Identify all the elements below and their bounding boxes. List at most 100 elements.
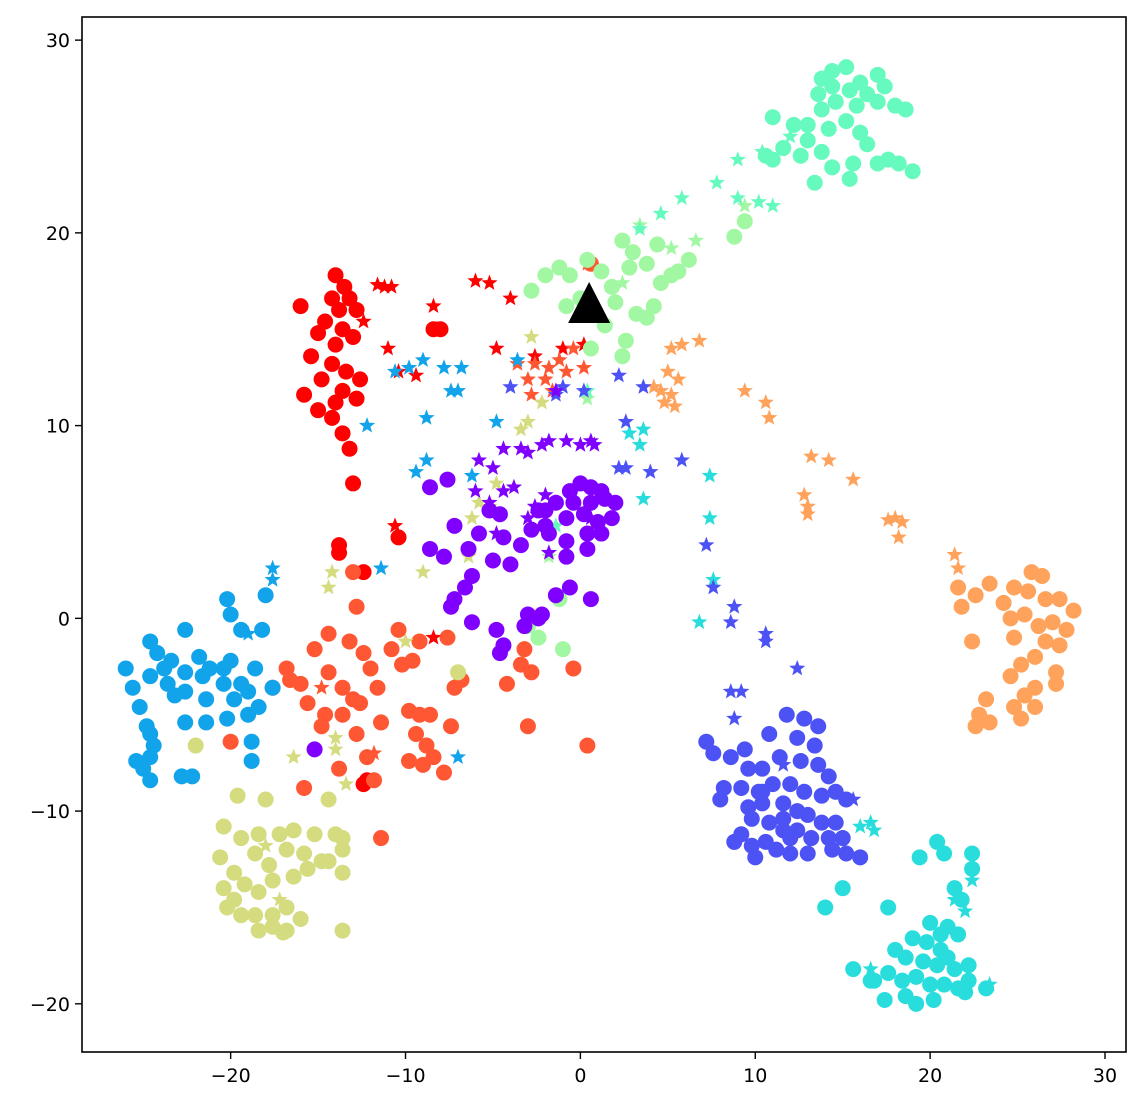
- scatter-point-star: [407, 366, 425, 383]
- scatter-point-circle: [341, 290, 358, 307]
- scatter-point-star: [526, 347, 544, 364]
- scatter-point-circle: [824, 159, 841, 176]
- scatter-point-circle: [558, 548, 575, 565]
- scatter-point-circle: [785, 116, 802, 133]
- scatter-point-circle: [705, 745, 722, 762]
- scatter-point-circle: [1016, 687, 1033, 704]
- scatter-point-circle: [743, 810, 760, 827]
- scatter-point-circle: [607, 294, 624, 311]
- scatter-point-star: [614, 274, 631, 290]
- scatter-point-circle: [331, 760, 348, 777]
- scatter-point-circle: [222, 652, 239, 669]
- scatter-point-circle: [960, 957, 977, 974]
- scatter-point-star: [845, 791, 862, 807]
- scatter-point-circle: [422, 706, 438, 723]
- scatter-point-star: [488, 340, 505, 356]
- scatter-point-circle: [366, 772, 383, 789]
- scatter-point-circle: [981, 714, 998, 731]
- scatter-point-circle: [439, 629, 456, 646]
- scatter-point-circle: [796, 710, 813, 727]
- scatter-point-circle: [1058, 621, 1075, 638]
- scatter-point-circle: [561, 267, 578, 284]
- scatter-point-star: [495, 482, 512, 499]
- scatter-point-circle: [957, 984, 974, 1001]
- scatter-point-star: [796, 486, 813, 502]
- scatter-point-circle: [617, 332, 634, 349]
- scatter-point-circle: [463, 614, 480, 631]
- scatter-point-circle: [754, 795, 771, 812]
- y-tick-label: 30: [46, 30, 70, 52]
- scatter-point-circle: [1027, 648, 1044, 665]
- scatter-point-circle: [593, 525, 610, 542]
- scatter-point-circle: [222, 733, 239, 750]
- scatter-point-star: [453, 359, 470, 375]
- scatter-point-circle: [880, 964, 897, 981]
- scatter-point-circle: [579, 525, 596, 542]
- scatter-point-star: [887, 509, 904, 525]
- scatter-point-star: [775, 756, 792, 772]
- scatter-point-star: [526, 498, 544, 514]
- scatter-point-circle: [254, 621, 271, 638]
- scatter-point-circle: [1002, 610, 1019, 627]
- scatter-point-circle: [240, 683, 257, 700]
- scatter-point-star: [852, 818, 869, 834]
- scatter-point-circle: [401, 752, 418, 769]
- scatter-point-circle: [754, 783, 771, 800]
- scatter-point-circle: [449, 664, 466, 681]
- scatter-point-circle: [187, 737, 204, 754]
- scatter-point-circle: [789, 729, 806, 746]
- scatter-point-circle: [341, 633, 358, 650]
- scatter-point-star: [537, 486, 554, 502]
- scatter-point-circle: [582, 340, 599, 357]
- scatter-point-circle: [792, 147, 809, 164]
- scatter-point-circle: [334, 864, 351, 881]
- points-layer: [117, 59, 1082, 1012]
- scatter-point-circle: [848, 97, 865, 114]
- scatter-point-star: [547, 382, 564, 398]
- scatter-point-circle: [932, 926, 949, 943]
- scatter-point-circle: [229, 787, 246, 804]
- scatter-point-star: [425, 297, 442, 313]
- scatter-point-circle: [554, 641, 571, 658]
- scatter-point-circle: [317, 706, 334, 723]
- scatter-point-circle: [799, 116, 816, 133]
- scatter-point-circle: [240, 706, 257, 723]
- scatter-point-circle: [348, 598, 365, 615]
- scatter-point-circle: [219, 710, 236, 727]
- scatter-point-star: [425, 629, 442, 645]
- scatter-point-circle: [460, 540, 477, 557]
- scatter-point-circle: [624, 244, 641, 261]
- scatter-point-circle: [418, 737, 435, 754]
- scatter-point-circle: [320, 664, 337, 681]
- scatter-point-circle: [967, 718, 984, 735]
- scatter-point-circle: [219, 899, 236, 916]
- scatter-point-circle: [530, 610, 547, 627]
- x-axis: −20 −10 0 10 20 30: [211, 1052, 1117, 1087]
- scatter-point-circle: [142, 633, 159, 650]
- scatter-point-star: [369, 276, 386, 292]
- scatter-point-star: [617, 413, 634, 429]
- scatter-point-circle: [345, 691, 362, 708]
- scatter-point-circle: [247, 907, 264, 924]
- scatter-point-circle: [502, 556, 519, 573]
- scatter-point-circle: [946, 961, 963, 978]
- scatter-point-star: [264, 559, 281, 576]
- scatter-point-circle: [904, 163, 921, 180]
- scatter-point-star: [533, 436, 550, 452]
- scatter-point-circle: [834, 830, 851, 847]
- scatter-point-circle: [334, 841, 351, 858]
- scatter-point-circle: [964, 860, 981, 877]
- scatter-point-circle: [817, 899, 834, 916]
- scatter-point-circle: [435, 548, 452, 565]
- scatter-point-circle: [827, 93, 844, 110]
- scatter-point-circle: [149, 645, 166, 662]
- scatter-point-circle: [813, 787, 830, 804]
- scatter-point-circle: [845, 155, 862, 172]
- scatter-point-star: [407, 463, 425, 479]
- scatter-point-circle: [782, 830, 799, 847]
- scatter-point-circle: [876, 78, 893, 95]
- scatter-point-circle: [1065, 602, 1082, 619]
- scatter-point-circle: [352, 371, 369, 388]
- scatter-point-circle: [373, 714, 390, 731]
